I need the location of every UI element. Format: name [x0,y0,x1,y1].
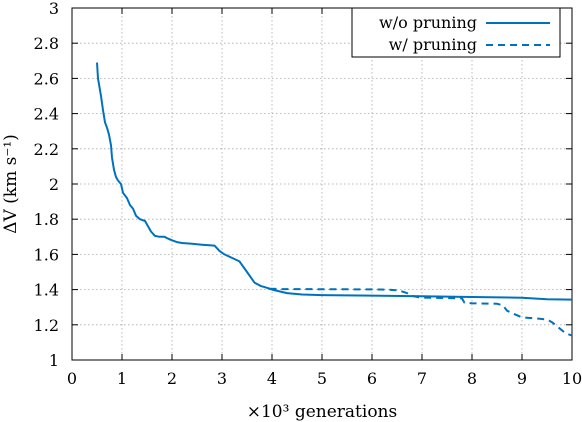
y-tick-label: 2 [49,175,59,194]
grid-lines [72,8,572,360]
x-tick-label: 6 [367,369,377,388]
x-tick-label: 10 [562,369,582,388]
y-tick-label: 2.8 [34,34,59,53]
y-tick-label: 1.6 [34,245,59,264]
y-tick-label: 1.8 [34,210,59,229]
y-tick-label: 2.4 [34,105,59,124]
y-tick-label: 1.2 [34,316,59,335]
y-tick-label: 1.4 [34,281,59,300]
legend-label-without-pruning: w/o pruning [379,13,477,32]
y-tick-labels: 1 1.2 1.4 1.6 1.8 2 2.2 2.4 2.6 2.8 3 [34,0,59,370]
x-tick-label: 9 [517,369,527,388]
x-tick-label: 4 [267,369,277,388]
x-tick-labels: 0 1 2 3 4 5 6 7 8 9 10 [67,369,582,388]
x-tick-label: 0 [67,369,77,388]
axis-ticks [71,7,573,361]
x-tick-label: 3 [217,369,227,388]
series-lines [96,62,573,337]
x-tick-label: 2 [167,369,177,388]
legend-box [351,7,561,58]
y-axis-label: ΔV (km s⁻¹) [1,134,21,234]
series-line-without-pruning [96,62,573,301]
legend: w/o pruning w/ pruning [351,7,561,58]
y-tick-label: 1 [49,351,59,370]
legend-label-with-pruning: w/ pruning [389,35,477,54]
x-tick-label: 1 [117,369,127,388]
x-tick-label: 5 [317,369,327,388]
x-axis-label: ×10³ generations [247,402,398,422]
y-tick-label: 2.2 [34,140,59,159]
y-tick-label: 2.6 [34,69,59,88]
y-tick-label: 3 [49,0,59,18]
x-tick-label: 7 [417,369,427,388]
x-tick-label: 8 [467,369,477,388]
